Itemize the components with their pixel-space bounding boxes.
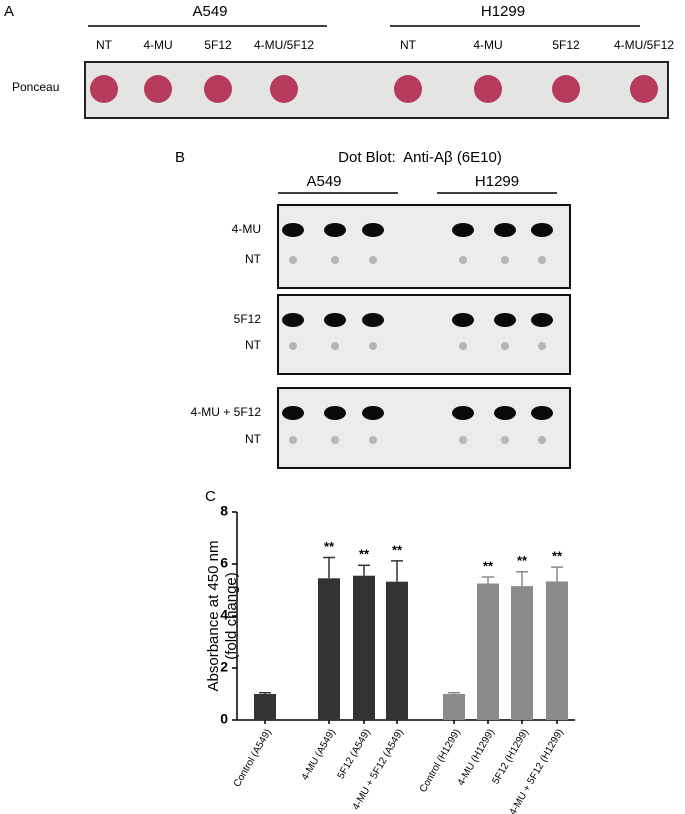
stain-dot [474,75,502,103]
row-label: 4-MU + 5F12 [191,405,262,419]
blot-dot [452,223,474,237]
blot-dot [452,313,474,327]
significance: ** [517,553,528,568]
significance: ** [359,547,370,562]
significance: ** [392,542,403,557]
panel-letter: B [175,149,185,166]
blot-dot [324,223,346,237]
lane-label: 4-MU/5F12 [254,38,314,52]
y-axis-label: (fold change) [223,572,240,660]
stain-dot [394,75,422,103]
significance: ** [483,558,494,573]
lane-label: NT [400,38,417,52]
significance: ** [552,549,563,564]
lane-label: NT [96,38,113,52]
blot-dot [538,342,546,350]
membrane [84,61,669,119]
bar [511,586,533,720]
row-label: 5F12 [234,312,262,326]
blot-dot [282,313,304,327]
bar [353,575,375,720]
blot-dot [331,436,339,444]
group-label: A549 [306,173,341,190]
lane-label: 4-MU/5F12 [614,38,674,52]
blot-dot [324,406,346,420]
blot-dot [282,223,304,237]
blot-membrane [277,387,571,469]
blot-dot [538,436,546,444]
blot-dot [324,313,346,327]
blot-dot [501,342,509,350]
panel-letter: C [205,488,216,505]
blot-dot [538,256,546,264]
bar [546,581,568,720]
stain-dot [90,75,118,103]
blot-dot [531,223,553,237]
y-tick-label: 6 [220,555,228,571]
row-label: 4-MU [232,222,261,236]
blot-dot [459,436,467,444]
bar [254,694,276,720]
blot-dot [501,436,509,444]
lane-label: 4-MU [143,38,172,52]
blot-dot [369,256,377,264]
blot-membrane [277,294,571,375]
stain-dot [144,75,172,103]
stain-dot [204,75,232,103]
x-tick-label: 4-MU (A549) [300,727,338,782]
blot-title: Dot Blot: Anti-Aβ (6E10) [338,149,502,166]
y-tick-label: 2 [220,659,228,675]
significance: ** [324,539,335,554]
bar [477,583,499,720]
blot-dot [362,406,384,420]
group-label: H1299 [481,3,525,20]
blot-dot [501,256,509,264]
bar [443,694,465,720]
blot-dot [369,436,377,444]
row-label: NT [245,432,262,446]
stain-dot [630,75,658,103]
blot-dot [494,406,516,420]
y-tick-label: 0 [220,711,228,727]
blot-dot [494,223,516,237]
y-tick-label: 4 [220,607,228,623]
blot-dot [331,342,339,350]
bar [318,578,340,720]
blot-dot [494,313,516,327]
blot-dot [362,313,384,327]
x-tick-label: 5F12 (H1299) [491,727,531,786]
x-tick-label: 5F12 (A549) [336,727,373,781]
x-tick-label: Control (H1299) [418,727,463,794]
group-label: H1299 [475,173,519,190]
lane-label: 4-MU [473,38,502,52]
blot-dot [459,256,467,264]
blot-dot [362,223,384,237]
row-label: NT [245,338,262,352]
y-tick-label: 8 [220,503,228,519]
bar [386,581,408,720]
lane-label: 5F12 [552,38,580,52]
x-tick-label: Control (A549) [232,727,274,789]
blot-dot [369,342,377,350]
row-label: Ponceau [12,80,59,94]
y-axis-label: Absorbance at 450 nm [205,541,222,692]
blot-dot [282,406,304,420]
lane-label: 5F12 [204,38,232,52]
group-label: A549 [192,3,227,20]
blot-dot [459,342,467,350]
blot-dot [452,406,474,420]
blot-dot [289,256,297,264]
blot-membrane [277,204,571,289]
stain-dot [270,75,298,103]
blot-dot [531,406,553,420]
blot-dot [531,313,553,327]
blot-dot [331,256,339,264]
blot-dot [289,436,297,444]
row-label: NT [245,252,262,266]
stain-dot [552,75,580,103]
blot-dot [289,342,297,350]
panel-letter: A [4,3,14,20]
